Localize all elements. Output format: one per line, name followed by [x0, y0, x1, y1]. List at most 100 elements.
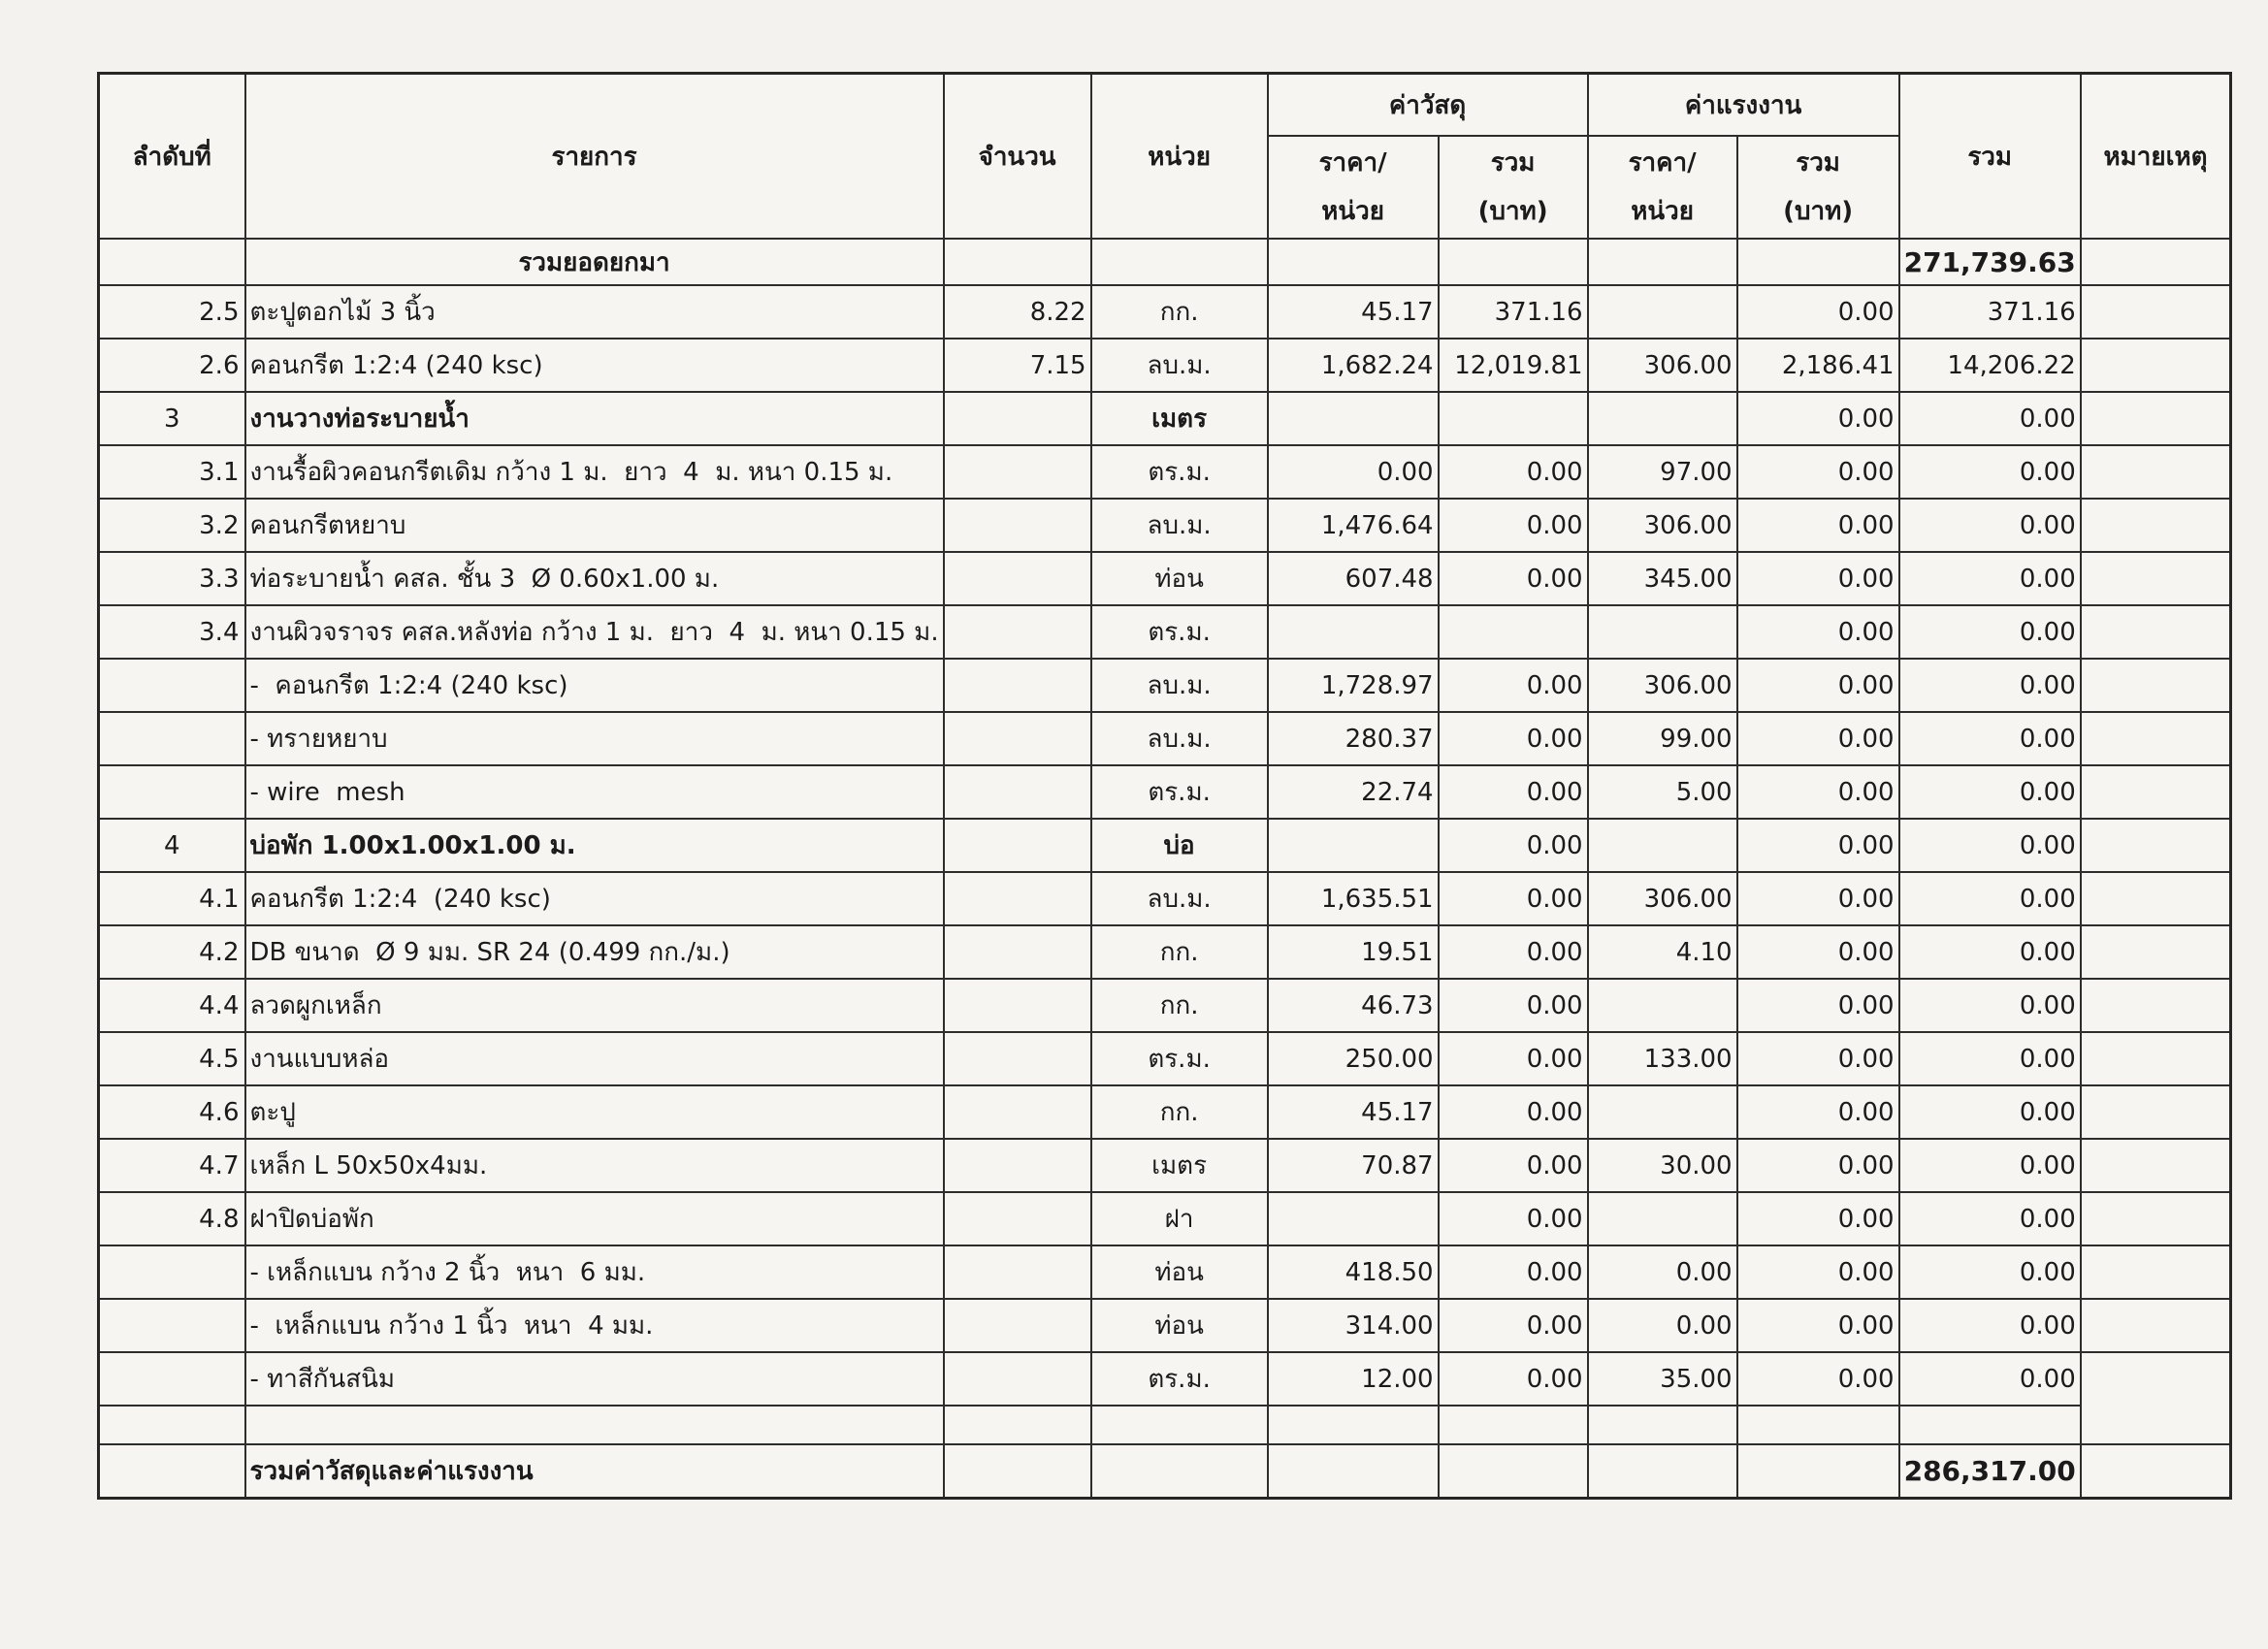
- cell-no: 4.7: [97, 1138, 246, 1193]
- table-row: - เหล็กแบน กว้าง 1 นิ้ว หนา 4 มม. ท่อน 314…: [97, 1298, 2232, 1353]
- cell-description: รวมค่าวัสดุและค่าแรงงาน: [243, 1443, 945, 1500]
- cell-total: 371.16: [1897, 284, 2082, 340]
- cell-remark: [2079, 1351, 2232, 1445]
- cell-unit: [1089, 1405, 1269, 1445]
- cell-total: 0.00: [1897, 1138, 2082, 1193]
- cell-material-price: [1266, 604, 1440, 660]
- cell-labor-price: 5.00: [1586, 764, 1738, 820]
- cell-description: - ทรายหยาบ: [243, 711, 945, 766]
- table-row: [97, 1405, 2231, 1445]
- cell-unit: กก.: [1089, 978, 1269, 1033]
- cell-description: เหล็ก L 50x50x4มม.: [243, 1138, 945, 1193]
- cell-material-price: [1266, 818, 1440, 873]
- cell-remark: [2079, 391, 2232, 446]
- cell-quantity: [942, 818, 1092, 873]
- cell-remark: [2079, 1138, 2232, 1193]
- cell-remark: [2079, 924, 2232, 980]
- cell-labor-total: 0.00: [1735, 1245, 1900, 1300]
- header-labor-total-baht: รวม (บาท): [1735, 135, 1900, 240]
- table-row: 3.3 ท่อระบายน้ำ คสล. ชั้น 3 Ø 0.60x1.00 ม…: [97, 551, 2232, 606]
- cell-total: 0.00: [1897, 1298, 2082, 1353]
- cell-no: 3.1: [97, 444, 246, 500]
- cell-labor-price: [1586, 604, 1738, 660]
- cell-remark: [2079, 551, 2232, 606]
- cell-quantity: [942, 1191, 1092, 1246]
- cell-labor-total: 0.00: [1735, 284, 1900, 340]
- cell-total: 0.00: [1897, 871, 2082, 926]
- header-line: ราคา/: [1628, 148, 1697, 178]
- cell-labor-price: 306.00: [1586, 871, 1738, 926]
- table-row: 3.2 คอนกรีตหยาบ ลบ.ม. 1,476.64 0.00 306.00 0.0…: [97, 498, 2232, 553]
- cell-total: 0.00: [1897, 498, 2082, 553]
- cell-total: 0.00: [1897, 604, 2082, 660]
- header-line: รวม: [1796, 148, 1840, 178]
- cell-material-price: [1266, 1405, 1440, 1445]
- header-line: รวม: [1490, 148, 1536, 178]
- cell-remark: [2079, 498, 2232, 553]
- cell-remark: [2079, 658, 2232, 713]
- cell-no: [97, 1298, 246, 1353]
- cell-no: [97, 658, 246, 713]
- header-material-total-baht: รวม (บาท): [1437, 135, 1589, 240]
- cell-material-total: 0.00: [1437, 551, 1589, 606]
- table-row: 4.4 ลวดผูกเหล็ก กก. 46.73 0.00 0.00 0.00: [97, 978, 2232, 1033]
- cell-material-total: 371.16: [1437, 284, 1589, 340]
- cell-quantity: 8.22: [942, 284, 1092, 340]
- cell-material-price: [1266, 1443, 1440, 1500]
- cell-remark: [2079, 818, 2232, 873]
- header-line: หน่วย: [1631, 197, 1694, 226]
- cell-labor-price: [1586, 284, 1738, 340]
- cell-description: งานแบบหล่อ: [243, 1031, 945, 1086]
- cell-total: 0.00: [1897, 444, 2082, 500]
- cell-material-total: 0.00: [1437, 818, 1589, 873]
- header-line: หน่วย: [1321, 197, 1384, 226]
- cell-unit: ท่อน: [1089, 1298, 1269, 1353]
- cell-description: งานผิวจราจร คสล.หลังท่อ กว้าง 1 ม. ยาว 4…: [243, 604, 945, 660]
- cell-remark: [2079, 284, 2232, 340]
- table-row: 4.2 DB ขนาด Ø 9 มม. SR 24 (0.499 กก./ม.) ก…: [97, 924, 2232, 980]
- cell-total: 271,739.63: [1897, 238, 2082, 286]
- cell-unit: บ่อ: [1089, 818, 1269, 873]
- cell-material-total: [1437, 1443, 1589, 1500]
- cell-unit: [1089, 1443, 1269, 1500]
- table-row: 4.5 งานแบบหล่อ ตร.ม. 250.00 0.00 133.00 0.00 0.…: [97, 1031, 2232, 1086]
- cell-total: 0.00: [1897, 1084, 2082, 1140]
- cell-labor-price: 0.00: [1586, 1245, 1738, 1300]
- cell-labor-price: 345.00: [1586, 551, 1738, 606]
- cell-no: 2.6: [97, 338, 246, 393]
- cell-labor-price: 99.00: [1586, 711, 1738, 766]
- cell-description: ท่อระบายน้ำ คสล. ชั้น 3 Ø 0.60x1.00 ม.: [243, 551, 945, 606]
- cell-labor-total: 2,186.41: [1735, 338, 1900, 393]
- cell-unit: ตร.ม.: [1089, 604, 1269, 660]
- cell-remark: [2079, 1298, 2232, 1353]
- cell-material-total: 0.00: [1437, 1245, 1589, 1300]
- cell-quantity: [942, 391, 1092, 446]
- cell-quantity: [942, 1084, 1092, 1140]
- cell-quantity: [942, 1245, 1092, 1300]
- cell-material-price: 1,476.64: [1266, 498, 1440, 553]
- header-no: ลำดับที่: [97, 72, 246, 240]
- cell-quantity: [942, 238, 1092, 286]
- cell-quantity: [942, 1298, 1092, 1353]
- cell-material-price: 314.00: [1266, 1298, 1440, 1353]
- cell-description: - คอนกรีต 1:2:4 (240 ksc): [243, 658, 945, 713]
- table-row: 2.6 คอนกรีต 1:2:4 (240 ksc) 7.15 ลบ.ม. 1,682…: [97, 338, 2232, 393]
- cell-remark: [2079, 238, 2232, 286]
- cell-description: - เหล็กแบน กว้าง 1 นิ้ว หนา 4 มม.: [243, 1298, 945, 1353]
- cell-remark: [2079, 711, 2232, 766]
- cell-description: ฝาปิดบ่อพัก: [243, 1191, 945, 1246]
- cell-quantity: [942, 1405, 1092, 1445]
- cell-labor-price: [1586, 1084, 1738, 1140]
- cell-total: [1897, 1405, 2082, 1445]
- table-header: ลำดับที่ รายการ จำนวน หน่วย ค่าวัสดุ ค่า…: [97, 72, 2232, 240]
- cell-material-price: 1,682.24: [1266, 338, 1440, 393]
- cell-no: 3.2: [97, 498, 246, 553]
- table-row: - ทรายหยาบ ลบ.ม. 280.37 0.00 99.00 0.00 0.00: [97, 711, 2232, 766]
- header-material-price-per-unit: ราคา/หน่วย: [1266, 135, 1440, 240]
- cell-quantity: [942, 1443, 1092, 1500]
- cell-labor-total: 0.00: [1735, 391, 1900, 446]
- cell-unit: กก.: [1089, 1084, 1269, 1140]
- table-row: 4 บ่อพัก 1.00x1.00x1.00 ม. บ่อ 0.00 0.00 0.00: [97, 818, 2232, 873]
- header-remarks: หมายเหตุ: [2079, 72, 2232, 240]
